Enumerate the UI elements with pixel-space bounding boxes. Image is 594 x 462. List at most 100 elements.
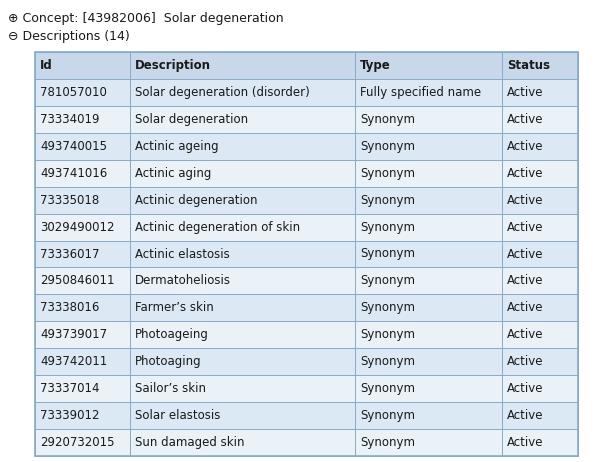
Bar [502, 429, 578, 456]
Text: 781057010: 781057010 [40, 86, 107, 99]
Bar [355, 187, 502, 213]
Bar [355, 241, 502, 267]
Bar [502, 79, 578, 106]
Bar [35, 133, 130, 160]
Text: Photoageing: Photoageing [135, 328, 209, 341]
Text: Sailor’s skin: Sailor’s skin [135, 382, 206, 395]
Text: Synonym: Synonym [361, 113, 415, 126]
Text: Active: Active [507, 274, 544, 287]
Text: Actinic degeneration of skin: Actinic degeneration of skin [135, 220, 300, 234]
Text: Active: Active [507, 436, 544, 449]
Text: Synonym: Synonym [361, 382, 415, 395]
Text: Synonym: Synonym [361, 274, 415, 287]
Bar [355, 294, 502, 322]
Bar [355, 133, 502, 160]
Bar [502, 375, 578, 402]
Text: 73335018: 73335018 [40, 194, 99, 207]
Text: Active: Active [507, 113, 544, 126]
Text: 493742011: 493742011 [40, 355, 108, 368]
Bar [130, 52, 355, 79]
Text: Synonym: Synonym [361, 248, 415, 261]
Bar [130, 241, 355, 267]
Text: 493739017: 493739017 [40, 328, 107, 341]
Text: Synonym: Synonym [361, 140, 415, 153]
Text: Actinic aging: Actinic aging [135, 167, 211, 180]
Text: Status: Status [507, 59, 550, 72]
Bar [355, 402, 502, 429]
Text: Active: Active [507, 301, 544, 314]
Text: Synonym: Synonym [361, 194, 415, 207]
Text: Solar degeneration (disorder): Solar degeneration (disorder) [135, 86, 310, 99]
Text: Active: Active [507, 355, 544, 368]
Text: 73339012: 73339012 [40, 409, 100, 422]
Text: Solar elastosis: Solar elastosis [135, 409, 220, 422]
Bar [130, 322, 355, 348]
Bar [502, 213, 578, 241]
Text: Synonym: Synonym [361, 167, 415, 180]
Bar [502, 133, 578, 160]
Bar [502, 241, 578, 267]
Bar [355, 429, 502, 456]
Text: Active: Active [507, 194, 544, 207]
Bar [35, 375, 130, 402]
Text: Actinic ageing: Actinic ageing [135, 140, 219, 153]
Bar [355, 348, 502, 375]
Text: ⊕ Concept: [43982006]  Solar degeneration: ⊕ Concept: [43982006] Solar degeneration [8, 12, 283, 25]
Bar [355, 160, 502, 187]
Text: Id: Id [40, 59, 53, 72]
Text: Solar degeneration: Solar degeneration [135, 113, 248, 126]
Bar [130, 187, 355, 213]
Text: Active: Active [507, 382, 544, 395]
Bar [35, 267, 130, 294]
Text: 2950846011: 2950846011 [40, 274, 115, 287]
Bar [35, 348, 130, 375]
Text: 73338016: 73338016 [40, 301, 99, 314]
Bar [130, 429, 355, 456]
Text: Active: Active [507, 140, 544, 153]
Bar [130, 402, 355, 429]
Text: ⊖ Descriptions (14): ⊖ Descriptions (14) [8, 30, 129, 43]
Text: Active: Active [507, 328, 544, 341]
Text: Dermatoheliosis: Dermatoheliosis [135, 274, 231, 287]
Bar [355, 79, 502, 106]
Bar [502, 187, 578, 213]
Text: Active: Active [507, 220, 544, 234]
Bar [35, 241, 130, 267]
Bar [35, 160, 130, 187]
Bar [130, 160, 355, 187]
Bar [355, 375, 502, 402]
Text: 493741016: 493741016 [40, 167, 108, 180]
Bar [35, 322, 130, 348]
Bar [502, 294, 578, 322]
Text: Synonym: Synonym [361, 328, 415, 341]
Bar [355, 267, 502, 294]
Bar [502, 322, 578, 348]
Text: Active: Active [507, 86, 544, 99]
Text: 73334019: 73334019 [40, 113, 100, 126]
Text: Actinic degeneration: Actinic degeneration [135, 194, 258, 207]
Bar [35, 213, 130, 241]
Bar [35, 187, 130, 213]
Bar [130, 348, 355, 375]
Text: Synonym: Synonym [361, 301, 415, 314]
Text: Type: Type [361, 59, 391, 72]
Bar [502, 106, 578, 133]
Text: Fully specified name: Fully specified name [361, 86, 482, 99]
Bar [35, 52, 130, 79]
Bar [502, 267, 578, 294]
Text: Photoaging: Photoaging [135, 355, 201, 368]
Bar [35, 402, 130, 429]
Bar [502, 402, 578, 429]
Text: Active: Active [507, 409, 544, 422]
Text: Active: Active [507, 167, 544, 180]
Bar [130, 79, 355, 106]
Bar [130, 133, 355, 160]
Bar [502, 348, 578, 375]
Bar [35, 106, 130, 133]
Bar [130, 294, 355, 322]
Text: Synonym: Synonym [361, 355, 415, 368]
Text: Description: Description [135, 59, 211, 72]
Text: 73337014: 73337014 [40, 382, 100, 395]
Bar [502, 160, 578, 187]
Bar [130, 106, 355, 133]
